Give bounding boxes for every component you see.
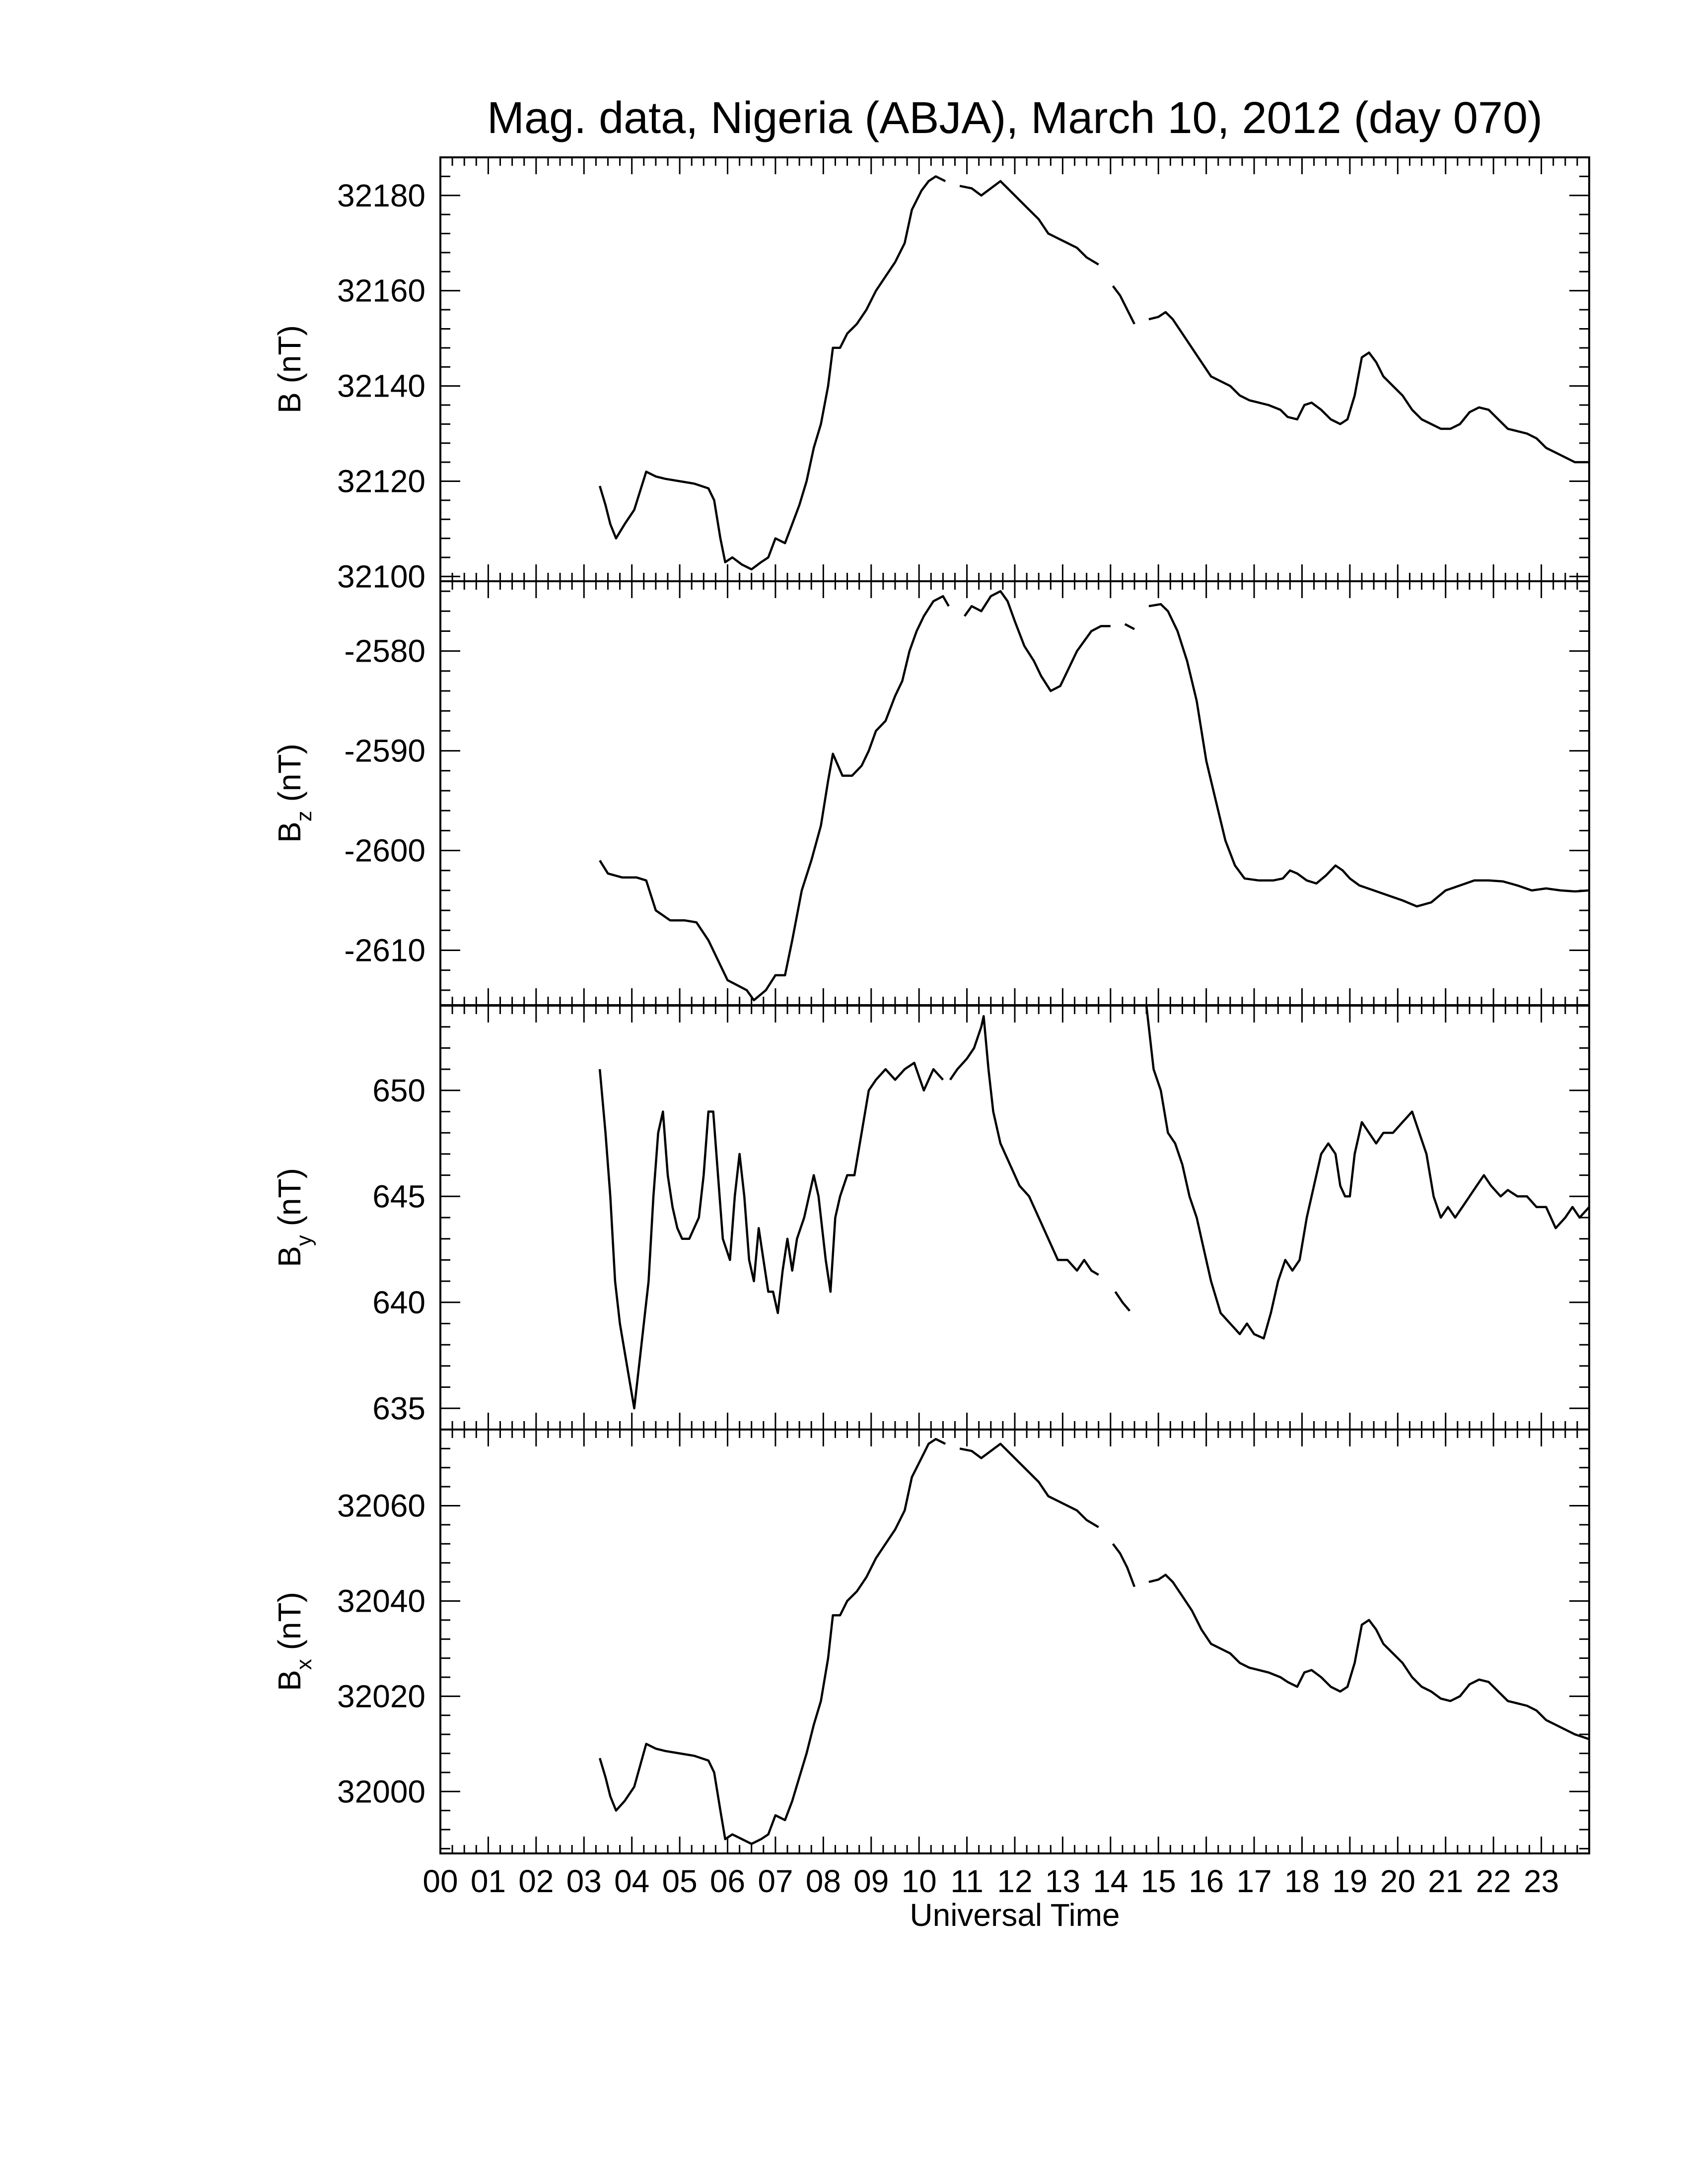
x-tick-label: 01	[471, 1863, 506, 1899]
chart-title: Mag. data, Nigeria (ABJA), March 10, 201…	[487, 93, 1543, 143]
x-tick-label: 19	[1332, 1863, 1367, 1899]
series-line-Bx	[1112, 1543, 1136, 1587]
y-axis-label: Bx (nT)	[272, 1592, 316, 1691]
series-line-Bx	[959, 1442, 1099, 1528]
series-line-Bz	[599, 595, 950, 1002]
series-line-By	[1145, 1005, 1590, 1340]
y-tick-label: 635	[372, 1390, 425, 1426]
y-axis-label-sub: y	[292, 1235, 316, 1246]
x-tick-label: 23	[1524, 1863, 1559, 1899]
x-tick-label: 04	[614, 1863, 649, 1899]
series-line-Bz	[963, 590, 1111, 692]
y-axis-label-unit: (nT)	[272, 744, 307, 811]
series-line-Bx	[598, 1437, 946, 1845]
series-line-By	[598, 1062, 944, 1410]
y-tick-label: 32120	[337, 463, 425, 499]
x-tick-label: 22	[1476, 1863, 1511, 1899]
x-tick-label: 10	[902, 1863, 937, 1899]
x-tick-label: 08	[806, 1863, 841, 1899]
x-tick-labels: 00 01 02 03 04 05 06 07 08 09 10 11 12 13 14 15 16 17 18 19…	[422, 1863, 1559, 1899]
x-tick-label: 09	[853, 1863, 889, 1899]
y-axis-label-main: B	[272, 1246, 307, 1267]
x-tick-label: 12	[997, 1863, 1032, 1899]
x-tick-label: 07	[758, 1863, 793, 1899]
y-tick-label: -2600	[344, 833, 425, 869]
y-tick-label: 32000	[337, 1774, 425, 1809]
x-tick-label: 13	[1045, 1863, 1080, 1899]
x-tick-label: 17	[1236, 1863, 1271, 1899]
series-line-Bz	[1124, 623, 1135, 630]
y-tick-label: 640	[372, 1285, 425, 1320]
y-tick-label: 645	[372, 1178, 425, 1214]
y-axis-label-main: B	[272, 1670, 307, 1691]
x-tick-label: 14	[1093, 1863, 1128, 1899]
y-tick-label: 32160	[337, 273, 425, 309]
y-tick-label: 650	[372, 1073, 425, 1108]
y-tick-label: 32140	[337, 368, 425, 404]
y-axis-label-main: B	[272, 392, 307, 413]
y-tick-label: 32100	[337, 558, 425, 594]
x-axis-label: Universal Time	[910, 1897, 1120, 1933]
y-axis-label-unit: (nT)	[272, 325, 307, 392]
x-tick-label: 20	[1380, 1863, 1415, 1899]
panel-frame	[439, 1005, 1590, 1431]
panel-By: 635 640 645 650 By (nT)	[272, 1005, 1590, 1431]
y-axis-label-sub: z	[292, 811, 316, 821]
series-line-B	[959, 180, 1099, 266]
y-axis-label-unit: (nT)	[272, 1168, 307, 1235]
y-tick-label: -2610	[344, 932, 425, 968]
x-tick-label: 00	[422, 1863, 458, 1899]
series-line-By	[949, 1015, 1099, 1276]
y-axis-label-sub: x	[292, 1659, 316, 1670]
y-tick-label: 32020	[337, 1678, 425, 1714]
panel-Bx: 32000 32020 32040 32060 Bx (nT)	[272, 1429, 1590, 1854]
y-axis-label-main: B	[272, 821, 307, 843]
y-tick-label: -2580	[344, 633, 425, 669]
x-tick-label: 06	[710, 1863, 745, 1899]
panel-frame	[439, 1429, 1590, 1854]
x-tick-label: 21	[1428, 1863, 1463, 1899]
panels: 32100 32120 32140 32160 32180 B (nT) -2610 -260…	[272, 156, 1590, 1854]
y-tick-label: -2590	[344, 733, 425, 769]
panel-B: 32100 32120 32140 32160 32180 B (nT)	[272, 156, 1590, 594]
series-line-By	[1114, 1291, 1131, 1312]
x-tick-label: 16	[1189, 1863, 1224, 1899]
y-axis-label: Bz (nT)	[272, 744, 316, 843]
x-tick-label: 15	[1141, 1863, 1176, 1899]
panel-frame	[439, 156, 1590, 582]
series-line-B	[598, 175, 946, 571]
y-tick-label: 32060	[337, 1488, 425, 1524]
x-tick-label: 18	[1284, 1863, 1320, 1899]
panel-frame	[439, 580, 1590, 1006]
series-line-Bz	[1148, 603, 1590, 908]
series-line-B	[1112, 285, 1136, 325]
panel-Bz: -2610 -2600 -2590 -2580 Bz (nT)	[272, 580, 1590, 1006]
series-line-B	[1148, 311, 1589, 464]
y-tick-label: 32180	[337, 178, 425, 213]
x-tick-label: 05	[662, 1863, 697, 1899]
y-tick-label: 32040	[337, 1583, 425, 1619]
y-axis-label: B (nT)	[272, 325, 307, 413]
y-axis-label: By (nT)	[272, 1168, 316, 1267]
x-tick-label: 11	[950, 1863, 983, 1899]
x-tick-label: 03	[566, 1863, 602, 1899]
y-axis-label-unit: (nT)	[272, 1592, 307, 1659]
x-tick-label: 02	[518, 1863, 554, 1899]
series-line-Bx	[1148, 1573, 1590, 1740]
